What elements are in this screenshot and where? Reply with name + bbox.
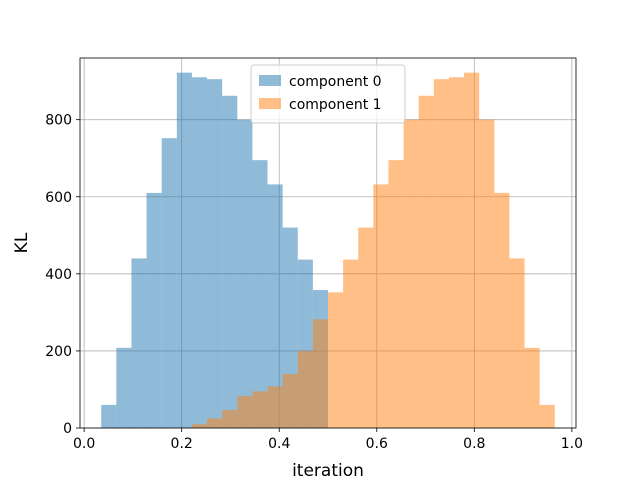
bar-series-0-bin-3 bbox=[146, 192, 162, 428]
bar-series-0-bin-5 bbox=[176, 72, 192, 428]
x-tick-label: 1.0 bbox=[561, 436, 583, 452]
legend-label-1: component 1 bbox=[289, 97, 382, 113]
legend: component 0 component 1 bbox=[250, 64, 406, 124]
x-tick-label: 0.2 bbox=[171, 436, 193, 452]
bar-series-1-bin-16 bbox=[433, 79, 449, 429]
x-tick-label: 0.6 bbox=[366, 436, 388, 452]
bar-series-1-bin-2 bbox=[222, 409, 238, 428]
y-tick-label: 600 bbox=[45, 190, 72, 206]
bar-series-1-bin-17 bbox=[448, 77, 465, 428]
bar-series-0-bin-8 bbox=[222, 95, 238, 428]
bar-series-1-bin-15 bbox=[418, 95, 434, 428]
bar-series-0-bin-10 bbox=[252, 160, 268, 428]
legend-swatch-0 bbox=[259, 75, 281, 86]
x-tick-label: 0.0 bbox=[73, 436, 95, 452]
bar-series-1-bin-7 bbox=[297, 350, 313, 428]
legend-box bbox=[250, 64, 406, 124]
bar-series-1-bin-19 bbox=[479, 119, 495, 429]
bar-series-0-bin-4 bbox=[161, 138, 177, 428]
bar-series-1-bin-9 bbox=[328, 292, 344, 428]
bar-series-1-bin-3 bbox=[237, 396, 253, 428]
bar-series-0-bin-11 bbox=[267, 184, 283, 428]
bar-series-1-bin-18 bbox=[464, 72, 480, 428]
bar-series-1-bin-13 bbox=[388, 160, 404, 428]
bar-series-1-bin-14 bbox=[403, 119, 419, 429]
y-axis-ticks: 0 200 400 600 800 bbox=[45, 113, 80, 437]
x-axis-label: iteration bbox=[292, 461, 364, 480]
bar-series-1-bin-11 bbox=[358, 227, 374, 428]
bar-series-1-bin-10 bbox=[343, 259, 359, 428]
bar-series-1-bin-20 bbox=[494, 192, 510, 428]
y-axis-label: KL bbox=[12, 232, 32, 253]
bar-series-0-bin-1 bbox=[116, 347, 132, 428]
bar-series-1-bin-12 bbox=[373, 184, 389, 428]
bar-series-1-bin-4 bbox=[252, 391, 268, 428]
bar-series-1-bin-22 bbox=[524, 347, 540, 428]
y-tick-label: 800 bbox=[45, 113, 72, 129]
bar-series-1-bin-8 bbox=[312, 319, 328, 428]
bar-series-1-bin-5 bbox=[267, 386, 283, 428]
x-tick-label: 0.4 bbox=[268, 436, 290, 452]
legend-swatch-1 bbox=[259, 98, 281, 109]
bar-series-1-bin-6 bbox=[282, 374, 298, 428]
bar-series-0-bin-7 bbox=[207, 79, 223, 429]
bar-series-0-bin-0 bbox=[101, 404, 117, 428]
bar-series-0-bin-2 bbox=[131, 258, 147, 428]
series-component-1-bars bbox=[191, 72, 555, 429]
bar-series-1-bin-0 bbox=[191, 424, 208, 428]
y-tick-label: 200 bbox=[45, 344, 72, 360]
bar-series-0-bin-9 bbox=[237, 119, 253, 429]
x-axis-ticks: 0.0 0.2 0.4 0.6 0.8 1.0 bbox=[73, 428, 583, 452]
x-tick-label: 0.8 bbox=[463, 436, 485, 452]
y-tick-label: 0 bbox=[63, 421, 72, 437]
bar-series-0-bin-6 bbox=[191, 77, 208, 428]
bar-series-1-bin-1 bbox=[207, 418, 223, 428]
bar-series-1-bin-21 bbox=[509, 258, 525, 428]
plot-frame bbox=[79, 57, 577, 429]
y-tick-label: 400 bbox=[45, 267, 72, 283]
bar-series-1-bin-23 bbox=[539, 404, 555, 428]
legend-label-0: component 0 bbox=[289, 74, 382, 90]
